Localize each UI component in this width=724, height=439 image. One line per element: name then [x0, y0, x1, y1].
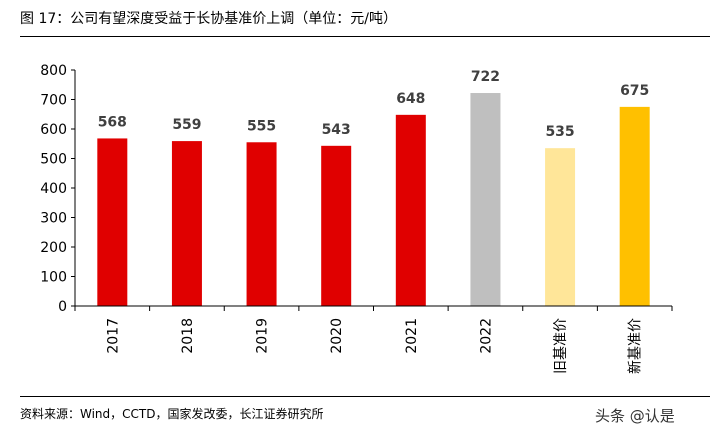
y-tick-label: 700	[40, 93, 67, 109]
bar-旧基准价	[545, 148, 576, 306]
y-axis: 0 100 200 300 400 500 600 700 800	[40, 63, 76, 315]
data-label-2018: 559	[172, 117, 201, 133]
y-tick-label: 0	[58, 299, 67, 315]
watermark: 头条 @认是	[595, 407, 675, 425]
x-tick-label-2019: 2019	[255, 318, 271, 354]
y-tick-label: 800	[40, 63, 67, 79]
bar-chart: 0 100 200 300 400 500 600 700 800 568 559 555 543 64…	[40, 63, 673, 374]
y-tick-label: 200	[40, 240, 67, 256]
x-tick-label-2017: 2017	[105, 318, 121, 354]
data-label-2019: 555	[247, 118, 276, 134]
data-label-2017: 568	[98, 114, 127, 130]
chart-title: 图 17：公司有望深度受益于长协基准价上调（单位：元/吨）	[20, 11, 397, 27]
title-divider	[20, 36, 710, 37]
bar-2021	[395, 114, 426, 306]
y-tick-label: 400	[40, 181, 67, 197]
x-tick-label-2021: 2021	[404, 318, 420, 354]
x-tick-label-2020: 2020	[329, 318, 345, 354]
bar-2017	[97, 138, 128, 306]
bar-2019	[246, 142, 277, 306]
data-label-2022: 722	[471, 69, 500, 85]
source-divider	[20, 396, 710, 397]
source-note: 资料来源：Wind，CCTD，国家发改委，长江证券研究所	[20, 407, 324, 421]
bar-新基准价	[619, 106, 650, 306]
y-tick-label: 100	[40, 270, 67, 286]
data-label-旧基准价: 535	[545, 124, 574, 140]
y-tick-label: 500	[40, 152, 67, 168]
bar-2020	[321, 145, 352, 306]
bars: 568 559 555 543 648 722 535 675	[97, 69, 650, 306]
x-tick-label-旧基准价: 旧基准价	[552, 318, 569, 374]
bar-2018	[171, 141, 202, 306]
x-tick-label-2018: 2018	[180, 318, 196, 354]
x-tick-label-新基准价: 新基准价	[627, 318, 644, 374]
y-tick-label: 300	[40, 211, 67, 227]
data-label-新基准价: 675	[620, 83, 649, 99]
data-label-2020: 543	[322, 122, 351, 138]
x-axis: 2017 2018 2019 2020 2021 2022 旧基准价 新基准价	[74, 305, 673, 374]
bar-2022	[470, 93, 501, 306]
x-tick-label-2022: 2022	[478, 318, 494, 354]
y-tick-label: 600	[40, 122, 67, 138]
data-label-2021: 648	[396, 91, 425, 107]
